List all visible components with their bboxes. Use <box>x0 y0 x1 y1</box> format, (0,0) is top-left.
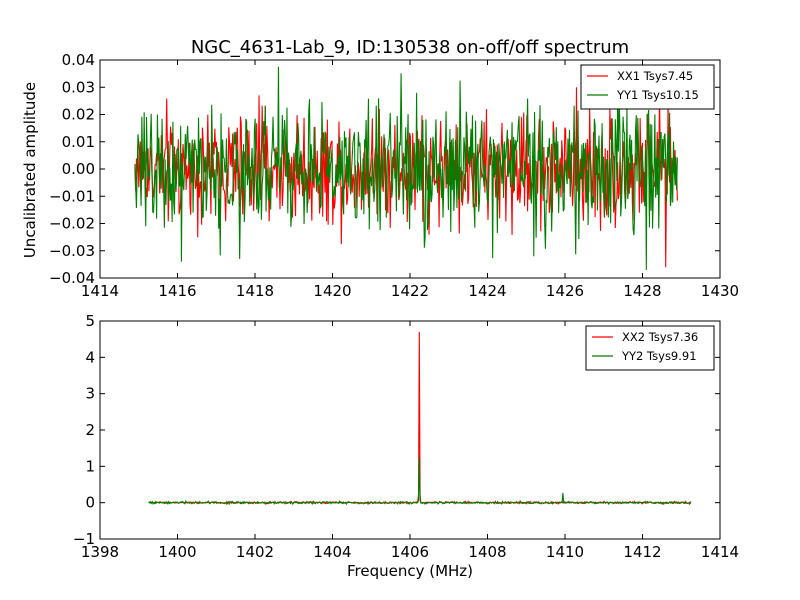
y-tick-label: 0.04 <box>62 51 95 69</box>
x-tick-label: 1428 <box>623 282 661 300</box>
x-tick-label: 1416 <box>158 282 196 300</box>
y-tick-label: −0.03 <box>49 242 95 260</box>
x-tick-label: 1400 <box>158 543 196 561</box>
y-tick-label: −0.04 <box>49 269 95 287</box>
bottom-x-axis: 1398 1400 1402 1404 1406 1408 1410 1412 1414 <box>81 321 739 561</box>
y-tick-label: 1 <box>85 457 95 475</box>
x-tick-label: 1414 <box>701 543 739 561</box>
top-x-axis: 1414 1416 1418 1420 1422 1424 1426 1428 1430 <box>81 60 739 300</box>
panel-bottom: 1398 1400 1402 1404 1406 1408 1410 1412 1414 5 4 3 2… <box>73 312 739 580</box>
x-tick-label: 1404 <box>313 543 351 561</box>
bottom-y-axis: 5 4 3 2 1 0 −1 <box>73 312 720 548</box>
legend-entry: YY2 Tsys9.91 <box>621 349 697 363</box>
y-tick-label: 0 <box>85 494 95 512</box>
legend-entry: YY1 Tsys10.15 <box>616 88 699 102</box>
y-tick-label: 3 <box>85 385 95 403</box>
series-line-yy2 <box>148 457 692 506</box>
y-tick-label: 4 <box>85 348 95 366</box>
y-tick-label: 0.00 <box>62 160 95 178</box>
y-tick-label: −0.02 <box>49 215 95 233</box>
x-tick-label: 1430 <box>701 282 739 300</box>
x-tick-label: 1414 <box>81 282 119 300</box>
bottom-legend: XX2 Tsys7.36 YY2 Tsys9.91 <box>585 325 715 371</box>
y-tick-label: 0.01 <box>62 133 95 151</box>
x-tick-label: 1426 <box>546 282 584 300</box>
x-tick-label: 1398 <box>81 543 119 561</box>
x-tick-label: 1406 <box>391 543 429 561</box>
bottom-series-group <box>148 331 692 506</box>
y-tick-label: 0.03 <box>62 78 95 96</box>
legend-box <box>585 325 715 371</box>
top-series-group <box>134 66 678 270</box>
x-tick-label: 1420 <box>313 282 351 300</box>
x-tick-label: 1418 <box>236 282 274 300</box>
x-tick-label: 1408 <box>468 543 506 561</box>
y-tick-label: −1 <box>73 530 95 548</box>
chart-title: NGC_4631-Lab_9, ID:130538 on-off/off spe… <box>191 37 629 58</box>
x-tick-label: 1424 <box>468 282 506 300</box>
x-axis-label: Frequency (MHz) <box>347 562 473 580</box>
x-tick-label: 1402 <box>236 543 274 561</box>
series-line-yy1 <box>134 66 678 270</box>
x-tick-label: 1410 <box>546 543 584 561</box>
legend-box <box>580 64 715 110</box>
y-tick-label: 2 <box>85 421 95 439</box>
top-legend: XX1 Tsys7.45 YY1 Tsys10.15 <box>580 64 715 110</box>
y-tick-label: 5 <box>85 312 95 330</box>
x-tick-label: 1412 <box>623 543 661 561</box>
x-tick-label: 1422 <box>391 282 429 300</box>
top-y-axis: 0.04 0.03 0.02 0.01 0.00 −0.01 −0.02 −0.03 −0.04 <box>49 51 720 287</box>
y-axis-label: Uncalibrated amplitude <box>21 82 39 258</box>
legend-entry: XX1 Tsys7.45 <box>617 69 693 83</box>
y-tick-label: −0.01 <box>49 187 95 205</box>
legend-entry: XX2 Tsys7.36 <box>622 330 698 344</box>
panel-top: 1414 1416 1418 1420 1422 1424 1426 1428 14300.04… <box>21 51 739 300</box>
y-tick-label: 0.02 <box>62 106 95 124</box>
